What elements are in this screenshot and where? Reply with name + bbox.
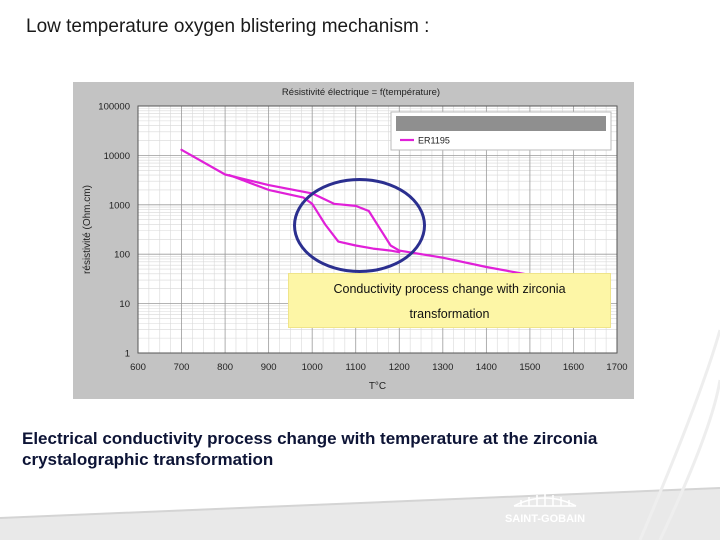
- logo-text: SAINT-GOBAIN: [505, 513, 585, 525]
- x-tick-label: 1500: [519, 362, 540, 373]
- slide-title: Low temperature oxygen blistering mechan…: [26, 16, 430, 37]
- y-tick-label: 10000: [104, 151, 130, 162]
- legend-label: ER1195: [418, 136, 450, 146]
- x-tick-label: 700: [174, 362, 190, 373]
- chart-title: Résistivité électrique = f(température): [282, 87, 440, 98]
- decorative-swoosh-line: [0, 487, 720, 519]
- decorative-swoosh: [0, 488, 720, 540]
- callout-box: Conductivity process change with zirconi…: [288, 273, 611, 328]
- y-axis-label: résistivité (Ohm.cm): [82, 185, 93, 274]
- x-tick-label: 1400: [476, 362, 497, 373]
- x-tick-label: 1100: [346, 362, 366, 373]
- y-tick-label: 10: [119, 299, 130, 310]
- x-tick-label: 1000: [302, 362, 323, 373]
- x-tick-label: 1600: [563, 362, 584, 373]
- y-tick-label: 1: [125, 349, 130, 360]
- x-tick-label: 900: [261, 362, 277, 373]
- logo-arch-icon: [513, 494, 577, 507]
- slide-caption: Electrical conductivity process change w…: [22, 429, 598, 469]
- x-axis-label: T°C: [369, 381, 386, 392]
- decorative-curve: [658, 379, 720, 540]
- y-tick-label: 100000: [98, 102, 130, 113]
- highlight-ring: [293, 178, 426, 273]
- x-tick-label: 600: [130, 362, 146, 373]
- plot-border: [137, 105, 618, 354]
- x-tick-label: 1700: [606, 362, 627, 373]
- callout-line-2: transformation: [409, 307, 490, 321]
- x-tick-label: 1300: [432, 362, 453, 373]
- y-tick-label: 100: [114, 250, 130, 261]
- decorative-curve: [638, 329, 720, 540]
- x-tick-label: 800: [217, 362, 233, 373]
- legend-redacted-bar: [396, 116, 606, 131]
- saint-gobain-logo: SAINT-GOBAIN: [505, 494, 585, 525]
- x-tick-label: 1200: [389, 362, 410, 373]
- y-tick-label: 1000: [109, 200, 130, 211]
- callout-line-1: Conductivity process change with zirconi…: [333, 282, 566, 296]
